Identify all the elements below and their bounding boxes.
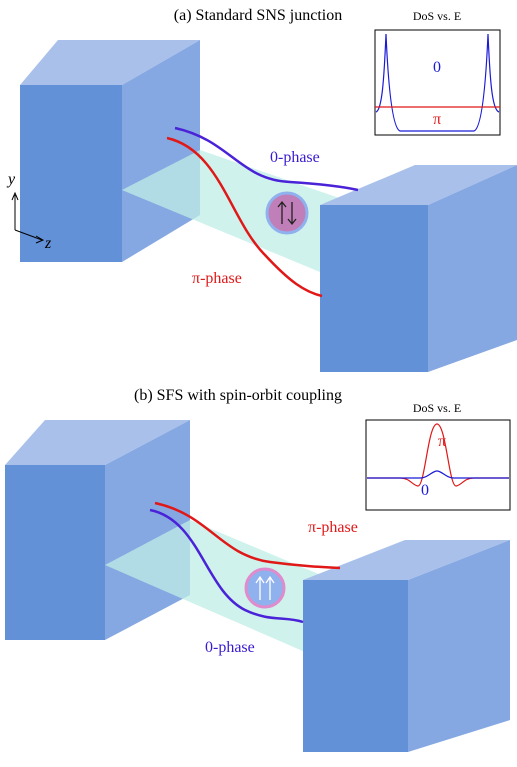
inset-label-top: π — [438, 433, 446, 450]
panel-b: (b) SFS with spin-orbit coupling π-phase… — [5, 387, 510, 752]
curve-label-upper: π-phase — [308, 519, 358, 536]
inset-label-top: 0 — [433, 59, 441, 76]
panel-title: (a) Standard SNS junction — [174, 7, 342, 24]
inset: DoS vs. E π 0 — [366, 401, 510, 510]
page: (a) Standard SNS junction 0-phase π-phas… — [0, 0, 517, 762]
inset-title: DoS vs. E — [413, 401, 461, 415]
spin-symbol — [267, 193, 307, 233]
panel-title: (b) SFS with spin-orbit coupling — [134, 387, 342, 404]
figure: (a) Standard SNS junction 0-phase π-phas… — [0, 0, 517, 762]
panel-a: (a) Standard SNS junction 0-phase π-phas… — [6, 7, 517, 372]
left-cube — [20, 40, 200, 262]
left-cube — [5, 420, 190, 640]
curve-label-upper: 0-phase — [270, 149, 320, 166]
curve-label-lower: π-phase — [192, 270, 242, 287]
axis-z: z — [44, 235, 52, 252]
curve-label-lower: 0-phase — [205, 639, 255, 656]
spin-symbol — [246, 569, 284, 607]
inset: DoS vs. E 0 π — [375, 9, 500, 135]
right-cube — [320, 165, 517, 372]
inset-label-bottom: 0 — [421, 482, 429, 499]
inset-title: DoS vs. E — [413, 9, 461, 23]
right-cube — [303, 540, 510, 752]
inset-label-bottom: π — [433, 111, 441, 128]
axis-y: y — [6, 171, 16, 188]
